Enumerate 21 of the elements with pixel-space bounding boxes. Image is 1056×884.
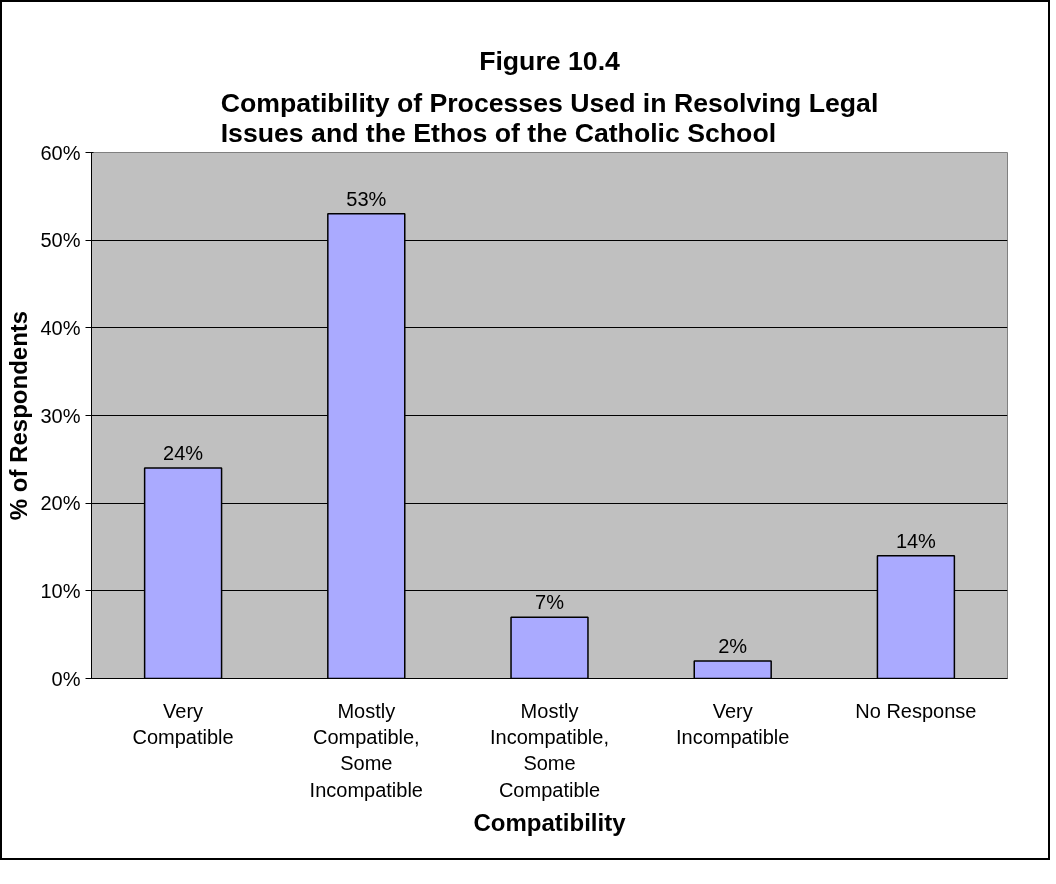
y-tick-label: 30%: [40, 404, 81, 427]
chart-title: Figure 10.4: [479, 45, 621, 76]
chart-subtitle: Compatibility of Processes Used in Resolving Legal Issues and the Ethos of the Catholic School: [220, 87, 879, 148]
data-label: 24%: [163, 442, 204, 465]
y-tick-label: 0%: [51, 667, 81, 690]
x-tick-label: Very Incompatible: [676, 699, 790, 748]
x-tick-label: Mostly Compatible, Some Incompatible: [309, 699, 424, 801]
data-label: 2%: [718, 634, 748, 657]
x-axis-title: Compatibility: [473, 808, 627, 836]
y-tick-label: 20%: [40, 492, 81, 515]
x-tick-label: Very Compatible: [132, 699, 234, 748]
data-label: 7%: [535, 591, 565, 614]
y-tick-label: 60%: [40, 141, 81, 164]
y-tick-label: 40%: [40, 316, 81, 339]
x-tick-label: Mostly Incompatible, Some Compatible: [490, 699, 609, 801]
y-axis-title: % of Respondents: [5, 310, 33, 521]
data-label: 14%: [895, 529, 937, 552]
data-label: 53%: [346, 187, 387, 210]
x-tick-label: No Response: [855, 699, 977, 722]
y-tick-label: 10%: [40, 579, 81, 602]
y-tick-label: 50%: [40, 229, 81, 252]
